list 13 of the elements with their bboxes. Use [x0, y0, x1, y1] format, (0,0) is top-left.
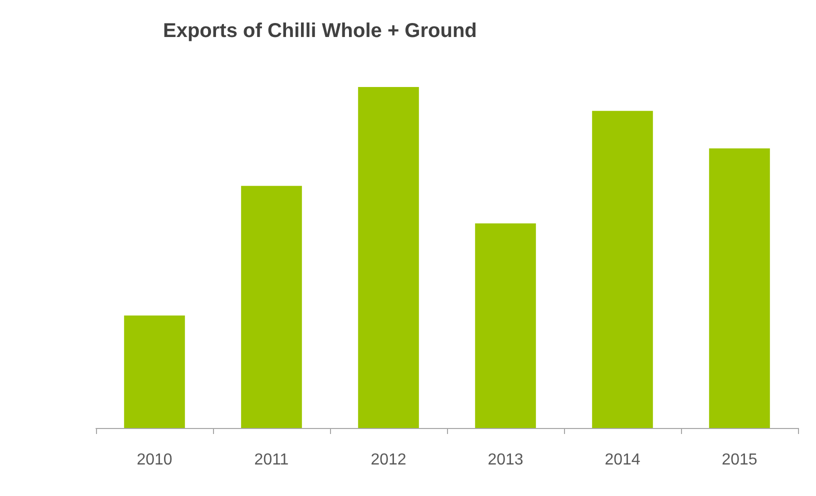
bar — [241, 186, 302, 428]
x-tick-label: 2013 — [488, 452, 524, 468]
x-tick-label: 2014 — [604, 452, 640, 468]
bar — [592, 110, 653, 428]
bar — [124, 315, 185, 428]
x-tick-label: 2012 — [370, 452, 406, 468]
bar — [358, 87, 419, 428]
chart-title: Exports of Chilli Whole + Ground — [163, 20, 477, 42]
x-tick-label: 2015 — [722, 452, 758, 468]
x-tick-label: 2011 — [254, 452, 289, 468]
bar — [709, 148, 770, 428]
bar — [475, 223, 536, 428]
x-tick-label: 2010 — [136, 452, 172, 468]
